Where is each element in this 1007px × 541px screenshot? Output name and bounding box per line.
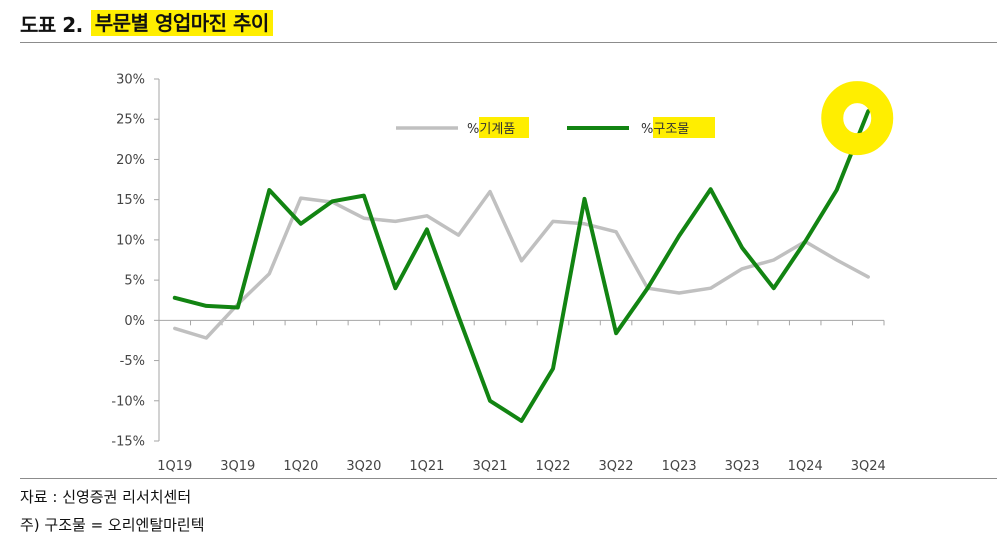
legend-highlight-1	[479, 117, 529, 138]
x-tick-label: 3Q19	[220, 459, 255, 474]
y-tick-label: 25%	[116, 113, 145, 128]
legend-highlight-2	[653, 117, 715, 138]
y-axis: -15% -10% -5% 0% 5% 10% 15% 20% 25% 30%	[111, 73, 160, 450]
x-tick-label: 1Q23	[662, 459, 697, 474]
source-note: 자료 : 신영증권 리서치센터	[20, 488, 192, 506]
footnote: 주) 구조물 = 오리엔탈마린텍	[20, 516, 205, 534]
x-tick-label: 3Q23	[725, 459, 760, 474]
y-tick-label: 5%	[124, 274, 145, 289]
series-line-1	[173, 189, 870, 340]
x-tick-label: 1Q20	[283, 459, 318, 474]
x-axis: 1Q19 3Q19 1Q20 3Q20 1Q21 3Q21 1Q22 3Q22 1Q23 3Q23…	[157, 319, 886, 474]
figure-header: 도표 2. 부문별 영업마진 추이	[20, 6, 273, 40]
legend: %기계품 %구조물	[396, 117, 715, 138]
y-tick-label: 10%	[116, 233, 145, 248]
x-tick-label: 1Q24	[788, 459, 823, 474]
y-tick-label: 15%	[116, 193, 145, 208]
x-tick-label: 1Q19	[157, 459, 192, 474]
x-tick-label: 3Q20	[346, 459, 381, 474]
y-tick-label: 30%	[116, 73, 145, 88]
x-tick-label: 1Q22	[535, 459, 570, 474]
figure-label: 도표 2.	[20, 12, 83, 37]
y-tick-label: 20%	[116, 153, 145, 168]
y-tick-label: -5%	[120, 354, 145, 369]
x-tick-label: 1Q21	[409, 459, 444, 474]
footer-rule	[20, 478, 997, 479]
line-chart: -15%-10%-5%0%5%10%15%20%25%30% 1Q19 3Q19 1…	[111, 73, 894, 474]
series-layer	[172, 109, 871, 423]
legend-label-2: %구조물	[641, 122, 689, 137]
highlight-circle	[821, 81, 894, 156]
series-line-2	[172, 109, 871, 423]
y-tick-label: -15%	[111, 435, 145, 450]
y-tick-label: -10%	[111, 394, 145, 409]
chart-title: 부문별 영업마진 추이	[90, 10, 273, 36]
highlight-annotation	[821, 81, 894, 156]
x-tick-label: 3Q22	[599, 459, 634, 474]
x-tick-label: 3Q21	[472, 459, 507, 474]
y-tick-label: 0%	[124, 314, 145, 329]
header-rule	[20, 42, 997, 43]
legend-label-1: %기계품	[467, 122, 515, 137]
x-tick-label: 3Q24	[851, 459, 886, 474]
